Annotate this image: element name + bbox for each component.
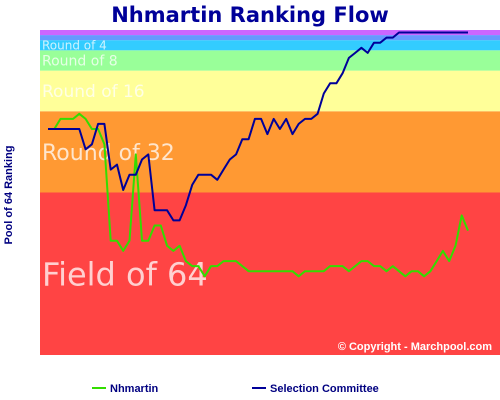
series-lines <box>48 31 469 278</box>
band-field-of-64 <box>40 192 500 355</box>
y-axis-label: Pool of 64 Ranking <box>3 145 15 244</box>
chart-title: Nhmartin Ranking Flow <box>111 3 389 27</box>
band-round-of-32 <box>40 111 500 193</box>
band-label: Round of 16 <box>42 82 145 102</box>
series-line-selection-committee <box>48 31 468 222</box>
band-label: Field of 64 <box>42 255 208 293</box>
copyright-note: © Copyright - Marchpool.com <box>338 341 492 353</box>
band-top-5 <box>40 35 500 41</box>
ranking-bands <box>40 30 500 355</box>
band-round-of-8 <box>40 50 500 71</box>
band-label: Round of 4 <box>42 39 107 53</box>
legend-label: Nhmartin <box>110 383 159 395</box>
band-label: Round of 8 <box>42 54 118 70</box>
legend: Nhmartin Selection Committee <box>92 383 379 395</box>
series-line-nhmartin <box>48 112 469 278</box>
legend-label: Selection Committee <box>270 383 379 395</box>
band-round-of-16 <box>40 70 500 112</box>
band-top-6 <box>40 30 500 36</box>
band-round-of-4 <box>40 40 500 51</box>
